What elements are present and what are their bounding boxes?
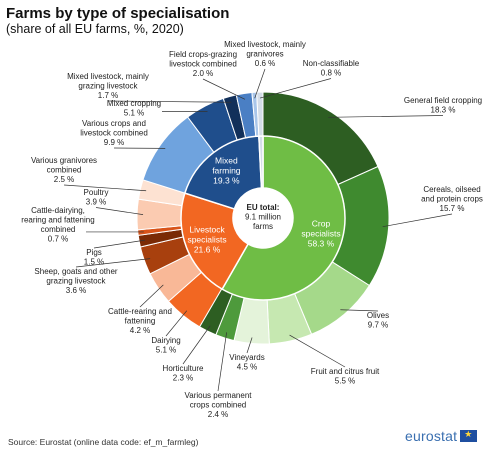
outer-label-mixed-cropping: Mixed cropping [107, 99, 161, 108]
inner-label-crop-specialists: specialists [301, 228, 340, 238]
leader-line-field-crops-grazing-livestock-combined [202, 78, 246, 100]
outer-label-mixed-livestock-mainly-granivores: 0.6 % [255, 59, 275, 68]
outer-label-mixed-livestock-mainly-grazing-livestock: 1.7 % [98, 91, 118, 100]
outer-label-fruit-and-citrus-fruit: Fruit and citrus fruit [311, 367, 380, 376]
leader-line-cattle-rearing-and-fattening [139, 284, 164, 308]
leader-line-various-permanent-crops-combined [217, 332, 227, 392]
inner-slice-livestock-specialists [180, 192, 250, 291]
outer-label-sheep-goats-and-other-grazing-livestock: Sheep, goats and other [34, 267, 118, 276]
inner-slice-non-classifiable [258, 135, 264, 189]
center-label-line: EU total: [247, 203, 280, 212]
outer-label-various-crops-and-livestock-combined: Various crops and [82, 119, 146, 128]
outer-label-various-permanent-crops-combined: Various permanent [185, 391, 253, 400]
outer-label-pigs: Pigs [86, 248, 102, 257]
outer-label-olives: Olives [367, 311, 389, 320]
outer-label-fruit-and-citrus-fruit: 5.5 % [335, 377, 355, 386]
inner-label-livestock-specialists: specialists [187, 235, 226, 245]
outer-label-various-crops-and-livestock-combined: 9.9 % [104, 138, 124, 147]
leader-line-cereals-oilseed-and-protein-crops [382, 213, 453, 228]
leader-line-vineyards [246, 337, 253, 354]
outer-label-cattle-rearing-and-fattening: fattening [125, 317, 156, 326]
inner-label-mixed-farming: Mixed [215, 155, 238, 165]
outer-label-mixed-livestock-mainly-grazing-livestock: Mixed livestock, mainly [67, 72, 149, 81]
inner-label-crop-specialists: Crop [312, 218, 331, 228]
outer-label-cattle-dairying-rearing-and-fattening-combined: 0.7 % [48, 235, 68, 244]
chart-subtitle: (share of all EU farms, %, 2020) [6, 22, 184, 36]
leader-line-sheep-goats-and-other-grazing-livestock [75, 258, 151, 268]
logo-text: eurostat [405, 428, 458, 444]
outer-label-cattle-rearing-and-fattening: 4.2 % [130, 326, 150, 335]
outer-label-cattle-dairying-rearing-and-fattening-combined: rearing and fattening [21, 216, 94, 225]
outer-label-poultry: 3.9 % [86, 198, 106, 207]
source-note: Source: Eurostat (online data code: ef_m… [8, 437, 199, 447]
outer-label-mixed-livestock-mainly-granivores: Mixed livestock, mainly [224, 40, 306, 49]
outer-label-various-crops-and-livestock-combined: livestock combined [80, 129, 148, 138]
outer-label-sheep-goats-and-other-grazing-livestock: 3.6 % [66, 286, 86, 295]
outer-label-various-granivores-combined: Various granivores [31, 156, 97, 165]
leader-line-non-classifiable [259, 78, 332, 99]
outer-label-vineyards: 4.5 % [237, 363, 257, 372]
outer-label-cereals-oilseed-and-protein-crops: 15.7 % [440, 204, 465, 213]
leader-line-mixed-livestock-mainly-granivores [254, 68, 266, 99]
inner-label-mixed-farming: farming [212, 165, 241, 175]
leader-line-mixed-livestock-mainly-grazing-livestock [107, 100, 232, 103]
eu-flag-icon [460, 429, 478, 442]
leader-line-various-granivores-combined [63, 184, 147, 192]
outer-label-mixed-cropping: 5.1 % [124, 109, 144, 118]
outer-label-dairying: Dairying [151, 336, 180, 345]
outer-label-poultry: Poultry [84, 188, 109, 197]
outer-label-general-field-cropping: General field cropping [404, 96, 482, 105]
inner-slice-mixed-farming [183, 135, 263, 210]
inner-label-mixed-farming: 19.3 % [213, 175, 240, 185]
leader-line-olives [340, 309, 379, 312]
leader-line-general-field-cropping [328, 115, 444, 118]
center-circle [234, 189, 292, 247]
leader-line-horticulture [182, 325, 211, 365]
outer-label-general-field-cropping: 18.3 % [431, 106, 456, 115]
outer-label-various-permanent-crops-combined: crops combined [190, 401, 246, 410]
outer-label-mixed-livestock-mainly-grazing-livestock: grazing livestock [78, 82, 138, 91]
inner-slice-crop-specialists [221, 135, 346, 301]
eurostat-logo: eurostat [405, 428, 478, 444]
outer-label-cattle-dairying-rearing-and-fattening-combined: combined [41, 225, 76, 234]
outer-label-olives: 9.7 % [368, 321, 388, 330]
outer-label-various-granivores-combined: 2.5 % [54, 175, 74, 184]
outer-label-cattle-dairying-rearing-and-fattening-combined: Cattle-dairying, [31, 206, 85, 215]
leader-line-fruit-and-citrus-fruit [289, 334, 346, 368]
center-label-line: farms [253, 222, 273, 231]
leader-line-pigs [93, 239, 146, 249]
outer-label-cereals-oilseed-and-protein-crops: and protein crops [421, 195, 483, 204]
leader-line-poultry [95, 207, 144, 215]
outer-label-cereals-oilseed-and-protein-crops: Cereals, oilseed [423, 185, 480, 194]
outer-label-field-crops-grazing-livestock-combined: livestock combined [169, 60, 237, 69]
inner-label-crop-specialists: 58.3 % [308, 238, 335, 248]
chart-title: Farms by type of specialisation [6, 5, 230, 22]
inner-label-livestock-specialists: Livestock [189, 225, 225, 235]
outer-label-cattle-rearing-and-fattening: Cattle-rearing and [108, 307, 172, 316]
inner-label-livestock-specialists: 21.6 % [194, 245, 221, 255]
outer-label-dairying: 5.1 % [156, 346, 176, 355]
outer-label-non-classifiable: 0.8 % [321, 69, 341, 78]
outer-label-field-crops-grazing-livestock-combined: Field crops-grazing [169, 50, 237, 59]
center-label-line: 9.1 million [245, 213, 281, 222]
outer-label-non-classifiable: Non-classifiable [303, 59, 360, 68]
outer-label-pigs: 1.5 % [84, 258, 104, 267]
outer-label-sheep-goats-and-other-grazing-livestock: grazing livestock [46, 277, 106, 286]
leader-line-dairying [165, 310, 188, 337]
outer-label-field-crops-grazing-livestock-combined: 2.0 % [193, 69, 213, 78]
outer-label-mixed-livestock-mainly-granivores: granivores [246, 50, 283, 59]
outer-label-horticulture: 2.3 % [173, 374, 193, 383]
outer-label-horticulture: Horticulture [163, 364, 204, 373]
outer-label-vineyards: Vineyards [229, 353, 264, 362]
outer-label-various-permanent-crops-combined: 2.4 % [208, 410, 228, 419]
outer-label-various-granivores-combined: combined [47, 166, 82, 175]
